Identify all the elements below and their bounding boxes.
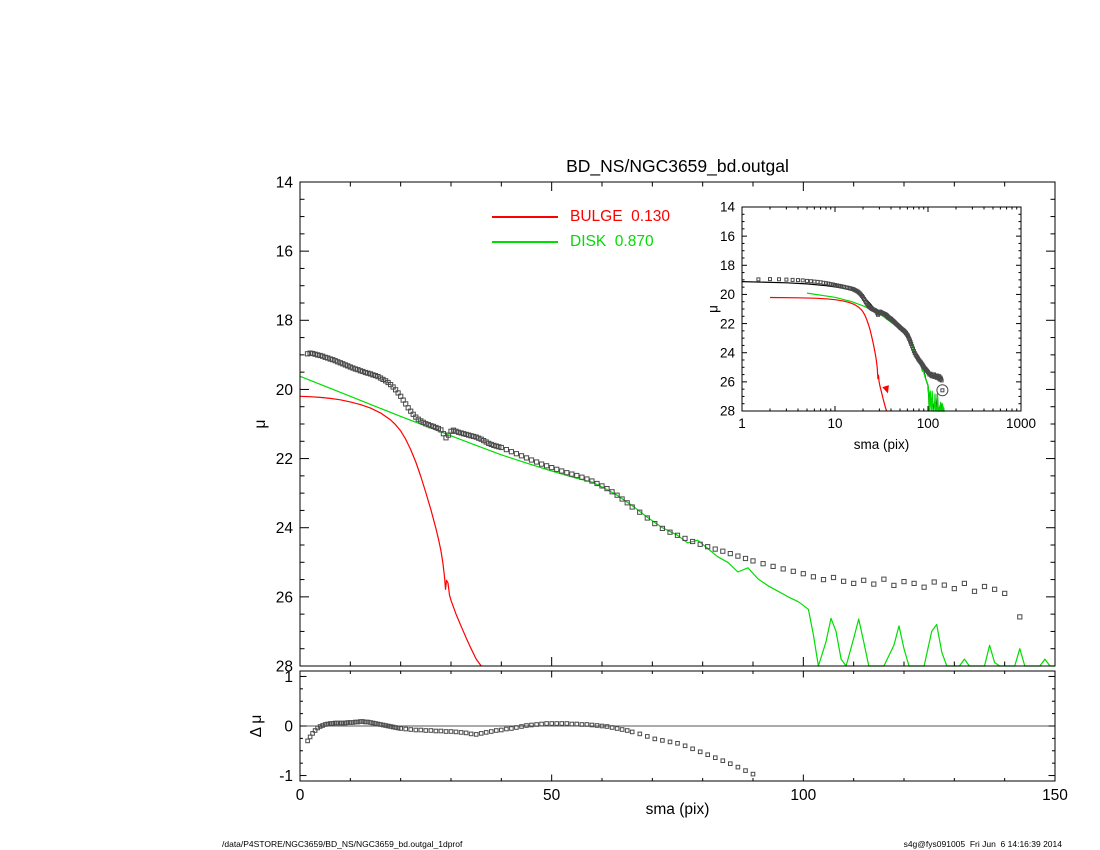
legend-row-disk: DISK 0.870 — [492, 233, 670, 251]
svg-text:28: 28 — [276, 658, 293, 675]
footer-user-timestamp: s4g@fys091005 Fri Jun 6 14:16:39 2014 — [903, 839, 1062, 849]
svg-text:-1: -1 — [279, 768, 293, 785]
inset-x-axis-label: sma (pix) — [853, 437, 910, 452]
svg-text:14: 14 — [720, 200, 736, 215]
svg-text:16: 16 — [276, 244, 293, 261]
svg-text:10: 10 — [827, 416, 842, 431]
svg-text:100: 100 — [790, 787, 816, 804]
disk-line-swatch — [492, 241, 558, 243]
svg-text:28: 28 — [720, 404, 735, 419]
svg-text:1: 1 — [284, 669, 293, 686]
legend-row-bulge: BULGE 0.130 — [492, 208, 670, 226]
svg-text:100: 100 — [917, 416, 940, 431]
x-axis-label: sma (pix) — [645, 801, 710, 818]
svg-text:0: 0 — [284, 718, 293, 735]
bulge-legend-label: BULGE 0.130 — [570, 208, 670, 225]
residual-y-axis-label: Δ μ — [248, 714, 265, 738]
inset-panel: 1 10 100 1000 14 16 18 20 22 24 26 28 — [720, 200, 1036, 431]
svg-text:18: 18 — [720, 258, 735, 273]
svg-text:20: 20 — [276, 382, 294, 399]
svg-text:1: 1 — [738, 416, 746, 431]
svg-text:18: 18 — [276, 313, 293, 330]
svg-text:24: 24 — [720, 345, 736, 360]
svg-text:22: 22 — [276, 451, 293, 468]
bulge-line-swatch — [492, 216, 558, 218]
svg-text:20: 20 — [720, 287, 735, 302]
svg-text:0: 0 — [296, 787, 305, 804]
footer-file-path: /data/P4STORE/NGC3659/BD_NS/NGC3659_bd.o… — [222, 839, 463, 849]
svg-text:22: 22 — [720, 316, 735, 331]
svg-text:24: 24 — [276, 520, 294, 537]
svg-text:26: 26 — [720, 375, 735, 390]
main-y-axis-label: μ — [252, 419, 269, 429]
svg-text:1000: 1000 — [1006, 416, 1036, 431]
svg-text:26: 26 — [276, 589, 293, 606]
svg-text:14: 14 — [276, 174, 294, 191]
main-panel: 14 16 18 20 22 24 26 28 — [276, 174, 1056, 675]
legend: BULGE 0.130 DISK 0.870 — [492, 208, 670, 251]
plot-title: BD_NS/NGC3659_bd.outgal — [566, 156, 789, 176]
inset-y-axis-label: μ — [705, 305, 721, 313]
svg-text:16: 16 — [720, 229, 735, 244]
svg-text:150: 150 — [1042, 787, 1068, 804]
svg-text:50: 50 — [543, 787, 561, 804]
disk-legend-label: DISK 0.870 — [570, 233, 654, 250]
